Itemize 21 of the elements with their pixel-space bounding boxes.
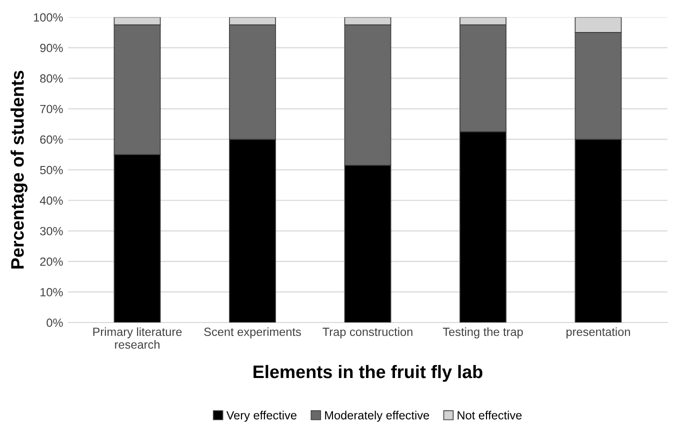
y-tick-label: 20% <box>40 257 63 266</box>
x-axis-title: Elements in the fruit fly lab <box>254 364 482 382</box>
y-tick-label: 60% <box>40 135 63 144</box>
x-tick-label: Testing the trap <box>442 327 523 338</box>
x-tick-label: Primary literature research <box>93 327 182 349</box>
y-tick-label: 50% <box>40 166 63 174</box>
x-tick-label: Trap construction <box>322 327 412 338</box>
y-tick-label: 30% <box>40 226 63 236</box>
y-tick-label: 10% <box>40 288 63 296</box>
legend-label: Not effective <box>458 410 522 420</box>
y-tick-label: 100% <box>34 13 63 22</box>
y-tick-label: 90% <box>40 44 63 52</box>
y-tick-label: 70% <box>40 104 63 114</box>
legend-label: Very effective <box>226 410 296 422</box>
legend-label: Moderately effective <box>325 410 430 422</box>
y-tick-label: 80% <box>40 74 63 83</box>
y-tick-label: 40% <box>40 196 63 205</box>
x-tick-label: Scent experiments <box>204 327 301 338</box>
x-tick-label: presentation <box>566 327 630 338</box>
y-axis-title: Percentage of students <box>10 70 28 268</box>
y-tick-label: 0% <box>46 318 63 327</box>
